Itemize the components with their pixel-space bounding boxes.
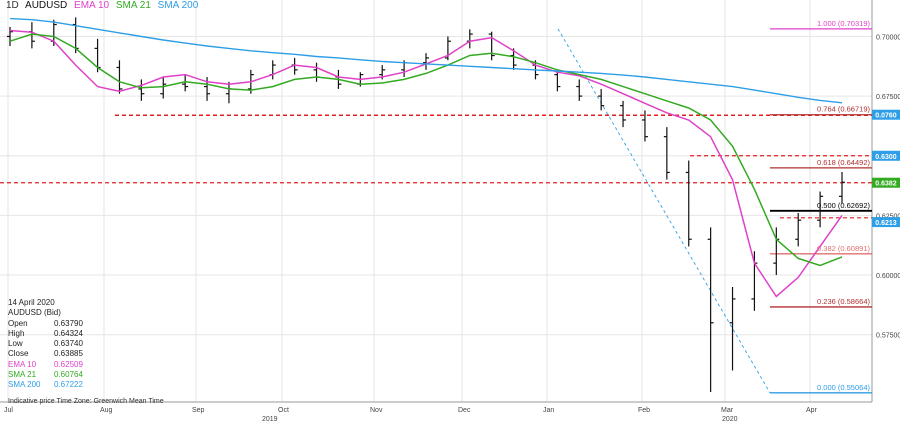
candle <box>817 191 824 228</box>
info-row-sma21: SMA 21 0.60764 <box>8 370 83 380</box>
legend-sma21[interactable]: SMA 21 <box>115 0 151 11</box>
candle <box>423 53 429 70</box>
year-label: 2020 <box>722 416 738 422</box>
trendline <box>557 28 771 394</box>
candle <box>795 213 802 247</box>
candle <box>444 36 451 61</box>
candle <box>707 227 714 392</box>
price-tick-label: 0.60000 <box>876 273 900 280</box>
fib-level-label: 1.000 (0.70319) <box>817 19 870 28</box>
price-tick-label: 0.70000 <box>876 34 900 41</box>
ohlc-info-box: 14 April 2020 AUDUSD (Bid) Open 0.63790 H… <box>8 298 83 391</box>
fib-level-label: 0.764 (0.66719) <box>817 105 870 114</box>
price-tag-box <box>872 177 900 188</box>
month-label: Mar <box>721 407 734 414</box>
month-label: Oct <box>278 407 289 414</box>
candle <box>641 110 648 142</box>
month-label: Jul <box>4 407 13 414</box>
candle <box>138 79 145 101</box>
candle <box>685 160 692 247</box>
info-row-sma200: SMA 200 0.67222 <box>8 380 83 390</box>
info-row-open: Open 0.63790 <box>8 318 83 328</box>
fib-level-label: 0.236 (0.58664) <box>817 297 870 306</box>
info-row-close: Close 0.63885 <box>8 349 83 359</box>
candle <box>729 286 736 371</box>
candle <box>576 79 583 101</box>
price-tag: 0.6300 <box>872 150 900 161</box>
info-row-low: Low 0.63740 <box>8 339 83 349</box>
candle <box>620 100 627 128</box>
month-label: Apr <box>806 407 818 414</box>
candle <box>751 251 758 311</box>
sma21-line <box>9 33 843 267</box>
grid <box>0 0 872 402</box>
fib-level-label: 0.500 (0.62692) <box>817 201 870 210</box>
month-label: Nov <box>370 407 383 414</box>
info-date: 14 April 2020 <box>8 298 55 307</box>
month-label: Jan <box>543 407 554 414</box>
legend-ema10[interactable]: EMA 10 <box>74 0 110 11</box>
candle <box>313 62 320 82</box>
time-axis: Jul Aug Sep Oct Nov Dec Jan Feb Mar Apr 2019 2020 <box>0 401 872 423</box>
info-row-high: High 0.64324 <box>8 328 83 338</box>
candle <box>160 77 167 99</box>
candle <box>598 88 605 111</box>
sma200-line <box>9 17 843 104</box>
month-label: Feb <box>638 407 650 414</box>
timeframe-label[interactable]: 1D <box>6 0 19 11</box>
candle <box>204 77 211 101</box>
price-tags: 0.0760 0.6300 0.6382 0.6213 <box>872 109 900 228</box>
candle <box>7 26 13 46</box>
month-label: Dec <box>458 407 471 414</box>
month-label: Sep <box>192 407 205 414</box>
price-tag-box <box>872 150 900 161</box>
info-row-ema10: EMA 10 0.62509 <box>8 359 83 369</box>
candle <box>554 69 561 92</box>
candle <box>116 60 123 94</box>
price-tag-label: 0.0760 <box>875 113 897 120</box>
info-note: Indicative price Time Zone: Greenwich Me… <box>8 398 164 405</box>
candle <box>466 29 473 49</box>
candle <box>488 31 495 61</box>
price-axis: 0.700000.675000.650000.625000.600000.575… <box>871 0 900 402</box>
price-tag: 0.6382 <box>872 177 900 188</box>
fib-retracement-diagonal <box>557 28 771 394</box>
indicator-lines <box>9 17 843 298</box>
fibonacci-labels: 1.000 (0.70319) 0.764 (0.66719) 0.618 (0.6… <box>817 19 870 392</box>
symbol-label[interactable]: AUDUSD <box>25 0 68 11</box>
horizontal-levels <box>0 28 872 394</box>
ema10-line <box>9 29 843 298</box>
year-label: 2019 <box>262 416 278 422</box>
price-tick-label: 0.67500 <box>876 94 900 101</box>
price-tag-box <box>872 217 900 228</box>
candle <box>663 127 670 180</box>
price-tick-label: 0.57500 <box>876 333 900 340</box>
fib-level-label: 0.000 (0.55064) <box>817 383 870 392</box>
candle <box>269 60 276 80</box>
indicator-legend: 1D AUDUSD EMA 10 SMA 21 SMA 200 <box>6 0 202 14</box>
price-tag-box <box>872 109 900 120</box>
month-label: Aug <box>100 407 113 414</box>
price-tag-label: 0.6382 <box>875 181 897 188</box>
fib-level-label: 0.618 (0.64492) <box>817 158 870 167</box>
legend-sma200[interactable]: SMA 200 <box>157 0 199 11</box>
price-tag-label: 0.6300 <box>875 154 897 161</box>
candle <box>839 171 845 204</box>
price-tag-label: 0.6213 <box>875 220 897 227</box>
candles <box>7 17 845 392</box>
candle <box>225 81 232 104</box>
info-instrument: AUDUSD (Bid) <box>8 308 61 318</box>
fib-level-label: 0.382 (0.60891) <box>817 244 870 253</box>
price-tick-label: 0.62500 <box>876 213 900 220</box>
price-tag: 0.0760 <box>872 109 900 120</box>
price-tag: 0.6213 <box>872 217 900 228</box>
candle <box>182 74 189 92</box>
